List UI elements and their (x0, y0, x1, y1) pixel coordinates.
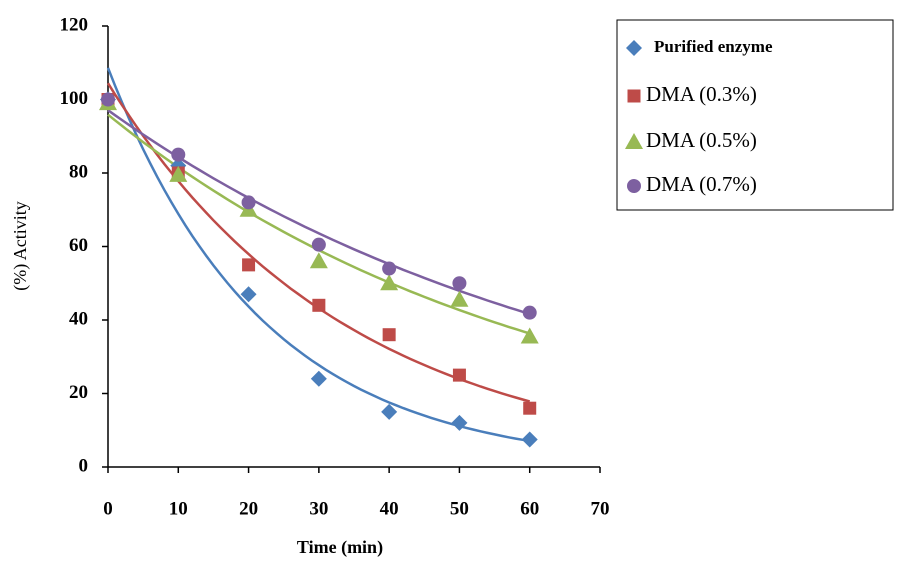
legend-label: DMA (0.7%) (646, 172, 757, 196)
data-point (169, 165, 188, 182)
x-tick-label: 50 (450, 498, 469, 519)
data-point (382, 261, 397, 276)
data-point (312, 298, 326, 312)
legend-box (616, 19, 894, 211)
data-point (382, 328, 396, 342)
data-point (451, 414, 468, 431)
legend-label: DMA (0.3%) (646, 82, 757, 106)
data-point (381, 403, 398, 420)
y-tick-label: 0 (79, 455, 89, 476)
data-point (311, 237, 326, 252)
data-point (241, 195, 256, 210)
x-tick-label: 0 (103, 498, 113, 519)
data-point (452, 276, 467, 291)
legend-marker (627, 89, 641, 103)
data-point (520, 327, 539, 344)
data-point (240, 286, 257, 303)
legend-marker (626, 40, 642, 56)
data-point (521, 431, 538, 448)
legend-label: DMA (0.5%) (646, 128, 757, 152)
data-point (309, 252, 328, 269)
legend-label: Purified enzyme (654, 37, 773, 56)
legend-marker (627, 179, 641, 193)
y-tick-label: 120 (60, 14, 89, 35)
data-point (171, 147, 186, 162)
x-tick-label: 70 (591, 498, 610, 519)
y-axis-title: (%) Activity (10, 201, 31, 290)
y-tick-label: 60 (69, 235, 88, 256)
x-tick-label: 40 (380, 498, 399, 519)
data-point (310, 370, 327, 387)
data-point (450, 290, 469, 307)
trendline (107, 109, 531, 316)
y-tick-label: 40 (69, 308, 88, 329)
x-axis-title: Time (min) (297, 537, 383, 558)
data-point (523, 401, 537, 415)
y-tick-label: 20 (69, 382, 88, 403)
x-tick-label: 60 (520, 498, 539, 519)
legend-marker (625, 133, 643, 149)
x-tick-label: 10 (169, 498, 188, 519)
x-tick-label: 20 (239, 498, 258, 519)
data-point (380, 274, 399, 291)
y-tick-label: 100 (60, 88, 89, 109)
data-point (242, 258, 256, 272)
data-point (101, 92, 115, 107)
x-tick-label: 30 (309, 498, 328, 519)
y-tick-label: 80 (69, 161, 88, 182)
data-point (452, 368, 466, 382)
data-point (522, 305, 537, 320)
